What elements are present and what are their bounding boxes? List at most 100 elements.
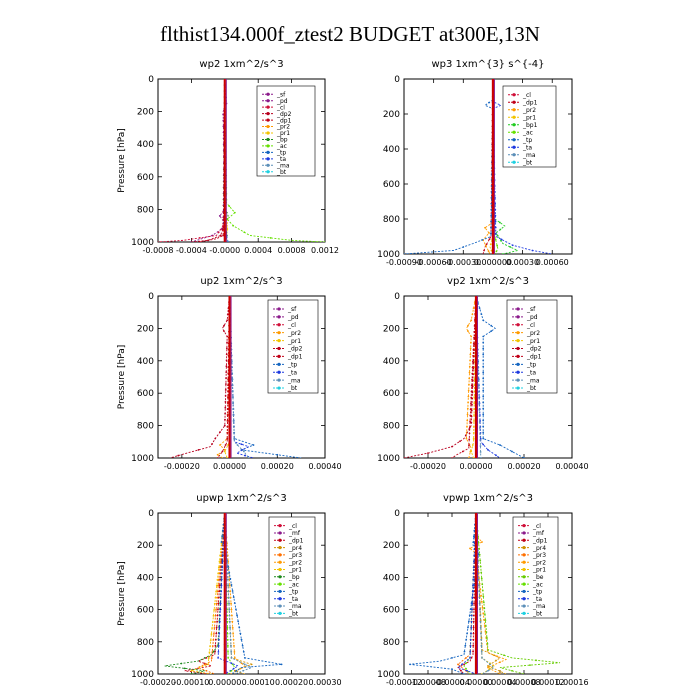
series-point <box>409 663 411 666</box>
x-tick-label: -0.0000 <box>209 246 240 255</box>
series-point <box>472 584 474 587</box>
legend-label: _mf <box>532 530 545 537</box>
series-point <box>482 371 485 374</box>
y-tick-label: 1000 <box>377 454 400 464</box>
series-point <box>252 444 255 446</box>
series-line-pr1 <box>189 513 226 674</box>
y-tick-label: 800 <box>383 215 400 225</box>
series-point <box>469 353 472 356</box>
series-point <box>489 243 492 246</box>
panel-6: vpwp 1xm^2/s^302004006008001000-0.00012-… <box>377 493 588 687</box>
series-point <box>466 425 468 428</box>
x-tick-label: 0.00000 <box>213 462 246 471</box>
series-point <box>478 397 480 399</box>
series-point <box>470 626 473 629</box>
series-point <box>226 457 229 458</box>
legend-label: _pr4 <box>288 545 302 552</box>
series-point <box>232 667 235 670</box>
series-point <box>228 205 231 208</box>
series-point <box>490 232 492 235</box>
series-point <box>487 669 489 672</box>
series-point <box>227 584 230 587</box>
series-point <box>473 402 476 405</box>
legend-label: _tp <box>287 362 297 369</box>
series-point <box>482 401 485 404</box>
series-point <box>190 673 193 674</box>
x-tick-label: 0.00030 <box>506 258 539 267</box>
series-point <box>220 590 223 593</box>
legend-marker <box>278 589 282 594</box>
series-point <box>472 644 475 647</box>
series-point <box>478 584 480 587</box>
series-point <box>218 584 221 587</box>
series-point <box>224 418 226 421</box>
series-point <box>477 385 480 387</box>
y-tick-label: 0 <box>148 75 154 85</box>
series-point <box>529 664 531 667</box>
series-point <box>465 662 467 665</box>
series-point <box>232 420 235 422</box>
legend-marker <box>266 163 270 167</box>
series-point <box>469 638 472 641</box>
legend-marker <box>266 99 270 103</box>
series-point <box>221 535 224 538</box>
series-point <box>482 377 485 380</box>
series-point <box>211 645 214 647</box>
y-tick-label: 600 <box>383 606 400 616</box>
series-point <box>218 620 221 623</box>
panel-title: up2 1xm^2/s^3 <box>200 276 282 287</box>
legend-marker <box>516 323 520 327</box>
series-point <box>499 673 501 674</box>
series-point <box>482 395 485 398</box>
series-point <box>464 644 467 647</box>
x-tick-label: -0.00020 <box>140 678 176 687</box>
series-point <box>472 431 475 434</box>
y-tick-label: 400 <box>137 140 154 150</box>
legend-label: _ta <box>287 369 297 376</box>
series-point <box>511 450 513 453</box>
series-point <box>473 560 475 563</box>
series-point <box>451 445 453 448</box>
series-point <box>467 626 469 629</box>
legend-marker <box>516 370 520 374</box>
series-point <box>468 444 470 447</box>
series-point <box>487 665 489 667</box>
series-point <box>229 632 232 635</box>
series-point <box>217 650 220 653</box>
series-point <box>485 631 488 633</box>
y-tick-label: 800 <box>383 638 400 648</box>
legend-marker <box>512 130 516 134</box>
series-point <box>233 437 236 440</box>
series-point <box>220 542 223 545</box>
series-point <box>223 424 226 427</box>
series-point <box>222 548 225 551</box>
series-point <box>471 313 474 316</box>
y-tick-label: 0 <box>148 509 154 519</box>
series-group <box>158 79 325 242</box>
series-point <box>468 426 471 429</box>
legend-label: _ma <box>532 603 546 610</box>
series-line-dp1 <box>184 513 226 674</box>
legend-label: _ta <box>526 369 536 376</box>
series-point <box>231 390 234 393</box>
x-tick-label: 0.00020 <box>507 462 540 471</box>
series-point <box>477 572 480 575</box>
series-point <box>470 632 472 635</box>
series-point <box>496 234 499 237</box>
y-tick-label: 600 <box>137 173 154 183</box>
series-point <box>227 390 229 393</box>
legend-marker <box>522 582 526 586</box>
series-point <box>231 396 234 399</box>
series-point <box>226 313 229 316</box>
series-point <box>479 457 482 458</box>
series-point <box>477 541 480 544</box>
series-point <box>218 632 221 635</box>
series-point <box>226 319 229 322</box>
series-point <box>468 383 470 386</box>
series-point <box>472 626 475 629</box>
series-point <box>478 421 481 423</box>
series-point <box>216 620 219 623</box>
series-point <box>482 437 485 440</box>
series-point <box>223 324 225 327</box>
series-point <box>207 657 210 660</box>
